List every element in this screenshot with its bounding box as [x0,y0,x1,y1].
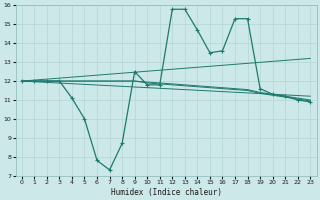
X-axis label: Humidex (Indice chaleur): Humidex (Indice chaleur) [110,188,221,197]
